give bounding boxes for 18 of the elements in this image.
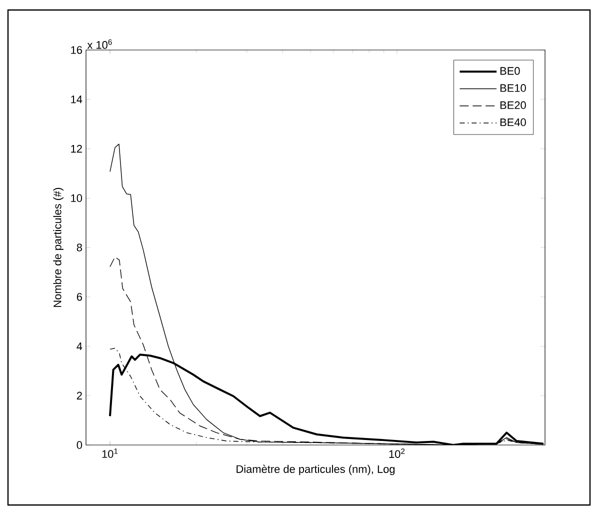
y-tick-label: 0	[76, 441, 82, 449]
y-tick-label: 4	[76, 342, 82, 350]
y-tick-label: 10	[71, 194, 82, 202]
legend-label: BE20	[500, 101, 526, 110]
y-tick-label: 14	[71, 96, 82, 104]
legend-label: BE10	[500, 84, 526, 92]
y-tick-label: 8	[76, 244, 82, 252]
x-tick-label: 10$^{1}$	[102, 448, 118, 458]
x-tick-label: 10$^{2}$	[389, 448, 405, 458]
legend-label: BE40	[500, 118, 526, 126]
y-tick-label: 16	[71, 46, 82, 54]
y-tick-label: 2	[76, 392, 82, 400]
y-tick-label: 6	[76, 293, 82, 301]
y-axis-title: Nombre de particules (#)	[53, 188, 64, 307]
legend-label: BE0	[500, 67, 520, 75]
text: x 10$^{6}$	[87, 39, 112, 49]
x-axis-title: Diamètre de particules (nm), Log	[236, 464, 395, 476]
y-tick-label: 12	[71, 144, 82, 153]
